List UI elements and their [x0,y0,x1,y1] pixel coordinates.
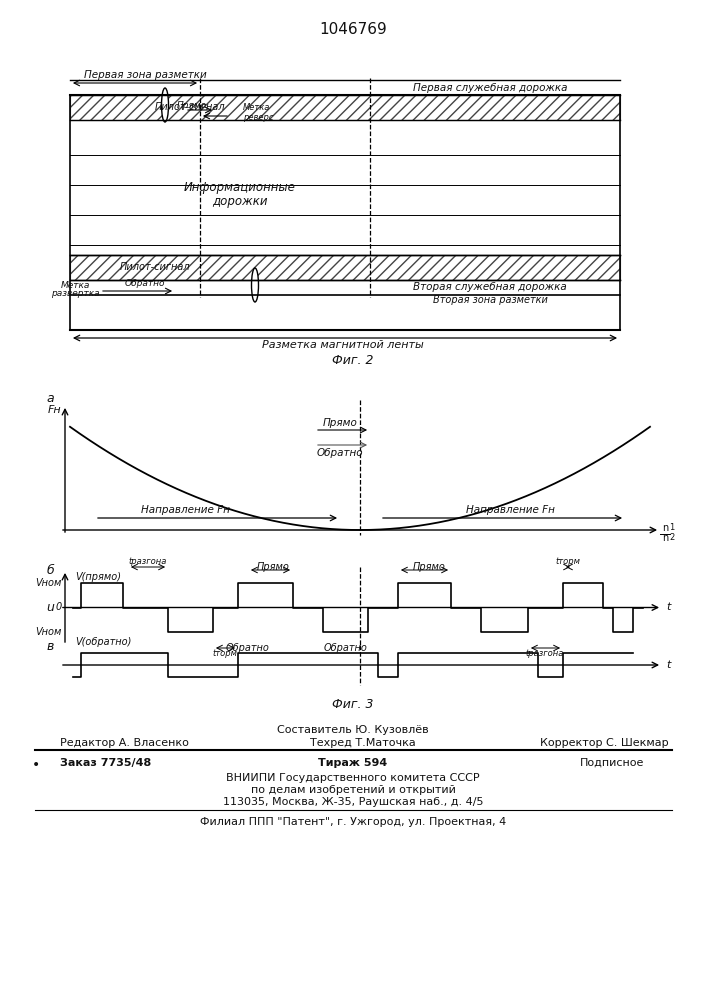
Text: Пилот-сигнал: Пилот-сигнал [155,102,226,112]
Text: Направление Fн: Направление Fн [141,505,230,515]
Text: Филиал ППП "Патент", г. Ужгород, ул. Проектная, 4: Филиал ППП "Патент", г. Ужгород, ул. Про… [200,817,506,827]
Text: Обратно: Обратно [226,643,270,653]
Text: u: u [46,601,54,614]
Text: Корректор С. Шекмар: Корректор С. Шекмар [540,738,669,748]
Text: Вторая зона разметки: Вторая зона разметки [433,295,547,305]
Text: Тираж 594: Тираж 594 [318,758,387,768]
Text: tторм: tторм [213,650,238,658]
Text: Прямо: Прямо [257,562,289,572]
Text: 1: 1 [669,524,674,532]
Text: 2: 2 [669,534,674,542]
Text: Первая служебная дорожка: Первая служебная дорожка [413,83,567,93]
Text: Первая зона разметки: Первая зона разметки [83,70,206,80]
Text: 0: 0 [56,602,62,612]
Text: 1046769: 1046769 [319,22,387,37]
Text: V(обратно): V(обратно) [75,637,132,647]
Bar [70,255,620,280]
Text: Фиг. 2: Фиг. 2 [332,354,374,366]
Text: V(прямо): V(прямо) [75,572,121,582]
Text: t: t [666,660,670,670]
Text: Vном: Vном [35,578,62,588]
Text: развертка: развертка [51,290,99,298]
Text: в: в [47,641,54,654]
Text: Метка: Метка [60,280,90,290]
Text: Прямо: Прямо [177,101,207,109]
Bar [70,95,620,120]
Text: Прямо: Прямо [322,418,358,428]
Text: ВНИИПИ Государственного комитета СССР: ВНИИПИ Государственного комитета СССР [226,773,480,783]
Text: Пилот-сигнал: Пилот-сигнал [120,262,191,272]
Text: tразгона: tразгона [526,650,564,658]
Ellipse shape [161,88,168,122]
Text: n: n [662,523,668,533]
Text: Направление Fн: Направление Fн [466,505,554,515]
Text: Обратно: Обратно [124,278,165,288]
Text: Метка: Метка [243,104,270,112]
Text: дорожки: дорожки [212,196,268,209]
Text: n: n [662,533,668,543]
Text: Подписное: Подписное [580,758,644,768]
Text: а: а [46,391,54,404]
Text: Редактор А. Власенко: Редактор А. Власенко [60,738,189,748]
Text: Обратно: Обратно [324,643,368,653]
Text: tразгона: tразгона [129,556,167,566]
Text: Вторая служебная дорожка: Вторая служебная дорожка [413,282,567,292]
Text: по делам изобретений и открытий: по делам изобретений и открытий [250,785,455,795]
Text: Заказ 7735/48: Заказ 7735/48 [60,758,151,768]
Text: Обратно: Обратно [317,448,363,458]
Text: Информационные: Информационные [184,182,296,194]
Text: Разметка магнитной ленты: Разметка магнитной ленты [262,340,424,350]
Text: реверс: реверс [243,112,274,121]
Ellipse shape [252,268,259,302]
Text: б: б [46,564,54,576]
Text: 113035, Москва, Ж-35, Раушская наб., д. 4/5: 113035, Москва, Ж-35, Раушская наб., д. … [223,797,484,807]
Text: Vном: Vном [35,627,62,637]
Text: tторм: tторм [556,556,580,566]
Text: Составитель Ю. Кузовлёв: Составитель Ю. Кузовлёв [277,725,429,735]
Text: Fн: Fн [47,405,61,415]
Text: Техред Т.Маточка: Техред Т.Маточка [310,738,416,748]
Text: Прямо: Прямо [413,562,445,572]
Text: •: • [32,758,40,772]
Text: Фиг. 3: Фиг. 3 [332,698,374,712]
Text: t: t [666,602,670,612]
